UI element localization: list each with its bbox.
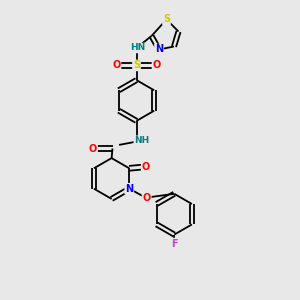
Text: O: O: [89, 143, 97, 154]
Text: O: O: [142, 162, 150, 172]
Text: O: O: [152, 60, 161, 70]
Text: S: S: [133, 60, 140, 70]
Text: O: O: [142, 193, 151, 203]
Text: HN: HN: [130, 44, 146, 52]
Text: F: F: [171, 238, 178, 249]
Text: N: N: [155, 44, 163, 55]
Text: S: S: [163, 14, 170, 25]
Text: O: O: [112, 60, 121, 70]
Text: N: N: [125, 184, 133, 194]
Text: NH: NH: [134, 136, 149, 145]
